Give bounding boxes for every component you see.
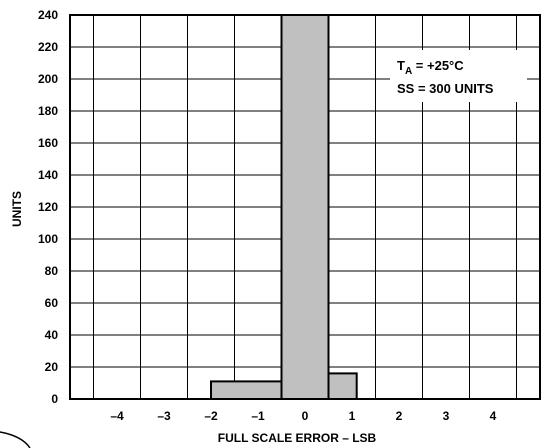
y-tick-label: 80 (45, 264, 59, 278)
x-tick-label: –1 (251, 409, 265, 423)
x-tick-label: 0 (302, 409, 309, 423)
x-axis-title: FULL SCALE ERROR – LSB (218, 431, 377, 445)
histogram-bar-1 (280, 14, 330, 400)
annotation-sample-size: SS = 300 UNITS (397, 81, 494, 96)
y-tick-label: 160 (38, 136, 58, 150)
annotation-temperature: TA = +25°C (397, 58, 464, 77)
y-tick-label: 120 (38, 200, 58, 214)
y-tick-label: 200 (38, 72, 58, 86)
x-tick-label: 2 (396, 409, 403, 423)
annotation-box (390, 50, 527, 102)
y-axis-title: UNITS (10, 191, 24, 227)
y-tick-label: 60 (45, 296, 59, 310)
y-tick-label: 240 (38, 8, 58, 22)
histogram-bar-0 (210, 380, 283, 400)
plot-frame (69, 14, 541, 400)
x-tick-label: –3 (157, 409, 171, 423)
y-tick-label: 0 (51, 392, 58, 406)
histogram-bar-2 (327, 372, 358, 400)
x-tick-label: 3 (443, 409, 450, 423)
y-tick-label: 100 (38, 232, 58, 246)
x-tick-label: 1 (349, 409, 356, 423)
x-tick-label: –2 (204, 409, 218, 423)
y-tick-label: 140 (38, 168, 58, 182)
y-tick-label: 20 (45, 360, 59, 374)
x-tick-label: 4 (490, 409, 497, 423)
y-tick-label: 40 (45, 328, 59, 342)
y-tick-label: 180 (38, 104, 58, 118)
y-tick-label: 220 (38, 40, 58, 54)
page-curl-mark (0, 431, 31, 448)
x-tick-label: –4 (110, 409, 124, 423)
